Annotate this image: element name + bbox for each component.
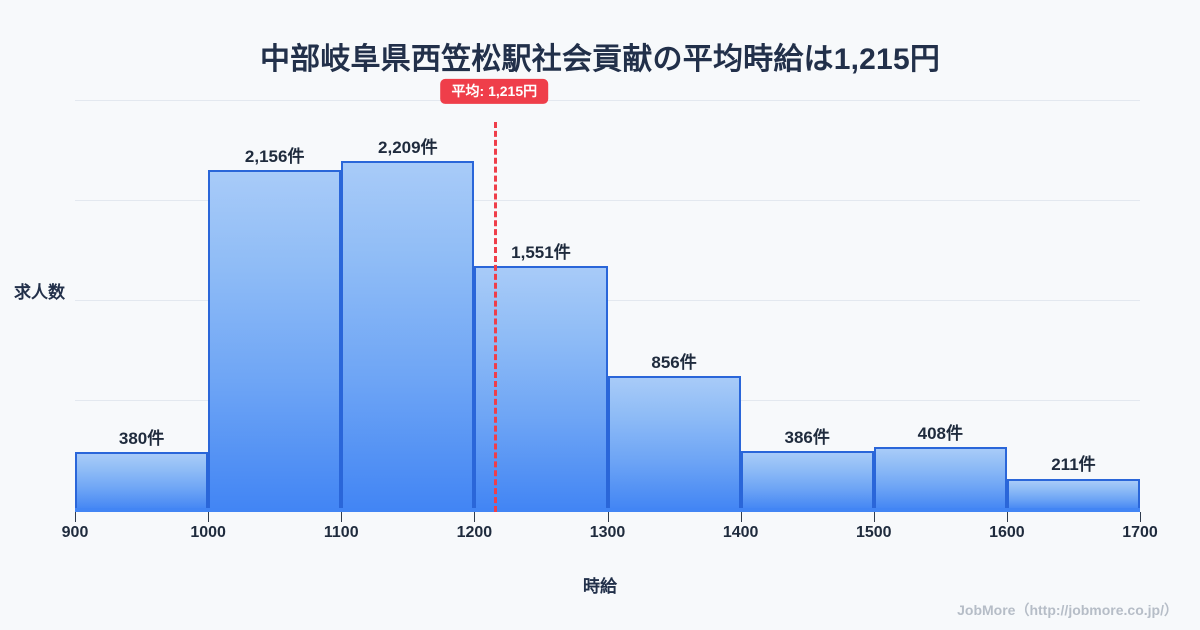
bar [75,451,209,512]
bar-value-label: 380件 [118,428,165,448]
x-tick-mark [341,512,343,522]
x-tick-mark [474,512,476,522]
bar-value-label: 386件 [784,427,830,447]
x-tick-label: 1300 [589,524,626,541]
x-tick-mark [873,512,875,522]
bar-value-label: 408件 [917,424,963,444]
chart-title: 中部岐阜県西笠松駅社会貢献の平均時給は1,215円 [259,43,941,76]
gridline [75,200,1140,201]
bar-value-label: 856件 [651,353,697,373]
x-tick-label: 900 [61,524,89,541]
bar-value-label: 2,209件 [378,138,438,158]
bar-value-label: 2,156件 [244,146,305,166]
x-tick-mark [208,512,210,522]
x-tick-label: 1700 [1122,524,1158,541]
x-tick-label: 1400 [722,524,759,541]
bar [873,447,1007,512]
bar [607,376,741,512]
gridline [75,300,1140,301]
x-tick-mark [75,512,76,522]
bar [740,450,874,512]
x-tick-label: 1600 [989,524,1025,541]
bar-value-label: 1,551件 [511,242,571,262]
bar [1006,478,1140,512]
x-tick-mark [740,512,742,522]
footer-credit: JobMore（http://jobmore.co.jp/） [957,602,1178,618]
x-tick-label: 1100 [323,524,359,541]
average-badge: 平均: 1,215円 [440,78,549,104]
bar [208,169,342,512]
bar-value-label: 211件 [1051,455,1096,475]
x-tick-label: 1500 [855,524,892,541]
bar [341,161,475,512]
x-axis-title: 時給 [583,577,617,596]
gridline [75,100,1140,101]
average-dashed-line [494,122,498,512]
bars-layer: 380件 2,156件 2,209件 1,551件 856件 386件 408件 211件 [75,96,1140,512]
x-tick-mark [1006,512,1008,522]
x-axis-line [75,508,1140,512]
x-tick-mark [1140,512,1141,522]
x-tick-label: 1200 [456,524,493,541]
plot-area: 380件 2,156件 2,209件 1,551件 856件 386件 408件 211件 [75,96,1140,512]
x-tick-label: 1000 [190,524,226,541]
y-axis-title: 求人数 [14,283,65,302]
x-tick-mark [607,512,609,522]
